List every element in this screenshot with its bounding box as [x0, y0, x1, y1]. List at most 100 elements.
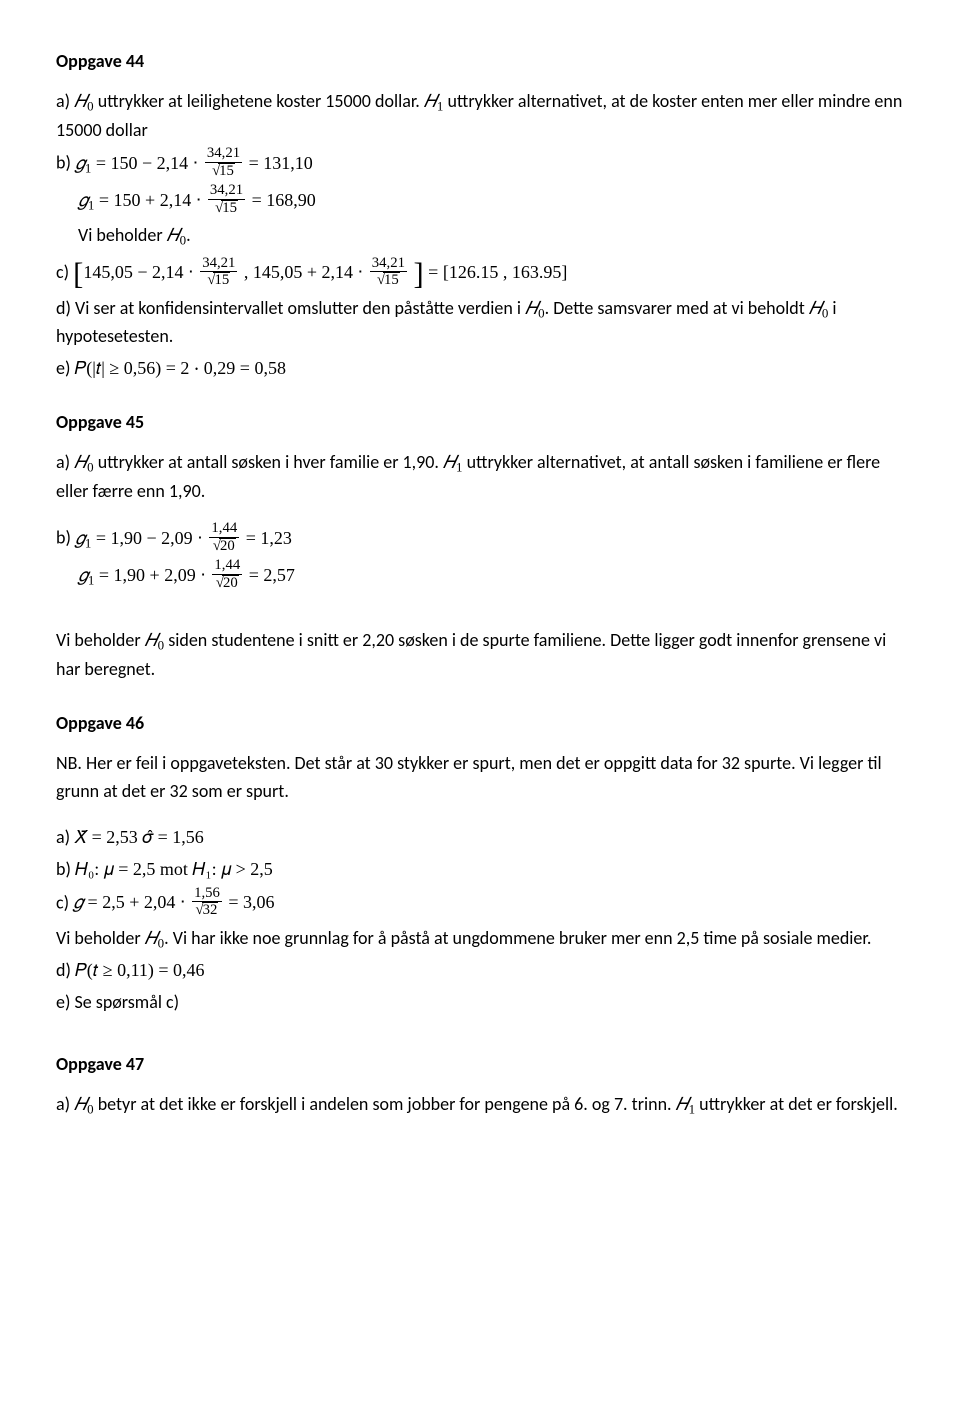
- pre: a): [56, 451, 74, 473]
- opp45-concl: Vi beholder 𝐻0 siden studentene i snitt …: [56, 627, 904, 684]
- opp44-b-line1: b) 𝑔1 = 150 − 2,14 ⋅ 34,21√15 = 131,10: [56, 148, 904, 181]
- h0: 𝐻0: [74, 452, 93, 472]
- frac2: 34,21√15: [370, 256, 407, 289]
- num: 34,21: [200, 256, 237, 272]
- rhs: = 3,06: [224, 892, 275, 912]
- opp44-a: a) 𝐻0 uttrykker at leilighetene koster 1…: [56, 88, 904, 145]
- h0: 𝐻0: [167, 225, 186, 245]
- rhs: = 168,90: [247, 190, 316, 210]
- frac: 1,56√32: [192, 886, 222, 919]
- sym: 𝐻: [145, 630, 158, 650]
- expr: 𝑃(𝑡 ≥ 0,11) = 0,46: [75, 960, 205, 980]
- opp44-e: e) 𝑃(|𝑡| ≥ 0,56) = 2 ⋅ 0,29 = 0,58: [56, 355, 904, 383]
- h0: 𝐻0: [525, 298, 544, 318]
- num: 34,21: [205, 146, 242, 162]
- a: Vi beholder: [56, 629, 145, 651]
- mid1: uttrykker at antall søsken i hver famili…: [94, 451, 443, 473]
- opp44-c: c) [145,05 − 2,14 ⋅ 34,21√15 , 145,05 + …: [56, 255, 904, 290]
- expr: 𝐻₀: 𝜇 = 2,5 mot 𝐻₁: 𝜇 > 2,5: [75, 859, 273, 879]
- pre: d) Vi ser at konfidensintervallet omslut…: [56, 297, 525, 319]
- lhs: = 150 − 2,14 ⋅: [91, 153, 203, 173]
- heading-opp46: Oppgave 46: [56, 710, 904, 738]
- lhs: = 150 + 2,14 ⋅: [94, 190, 206, 210]
- pre: c): [56, 891, 73, 913]
- g: 𝑔: [78, 190, 88, 210]
- sym: 𝐻: [74, 91, 87, 111]
- expr: 𝑋̄ = 2,53 𝜎̂ = 1,56: [74, 827, 204, 847]
- pre: e): [56, 357, 74, 379]
- mid2: uttrykker at det er forskjell.: [695, 1093, 898, 1115]
- opp46-c: c) 𝑔 = 2,5 + 2,04 ⋅ 1,56√32 = 3,06: [56, 888, 904, 921]
- g: 𝑔: [75, 528, 85, 548]
- lhs: = 1,90 − 2,09 ⋅: [91, 528, 207, 548]
- eq: = [126.15 , 163.95]: [424, 262, 568, 282]
- expr: [145,05 − 2,14 ⋅ 34,21√15 , 145,05 + 2,1…: [73, 262, 567, 282]
- opp46-e: e) Se spørsmål c): [56, 989, 904, 1017]
- num: 34,21: [370, 256, 407, 272]
- expr: 𝑔 = 2,5 + 2,04 ⋅ 1,56√32 = 3,06: [73, 892, 274, 912]
- den: 15: [383, 272, 400, 288]
- den: 15: [213, 272, 230, 288]
- opp45-b-line1: b) 𝑔1 = 1,90 − 2,09 ⋅ 1,44√20 = 1,23: [56, 523, 904, 556]
- sym: 𝐻: [74, 1094, 87, 1114]
- expr: 𝑔1 = 150 + 2,14 ⋅ 34,21√15 = 168,90: [78, 190, 316, 210]
- pre: a): [56, 826, 74, 848]
- sym: 𝐻: [443, 452, 456, 472]
- expr: 𝑔1 = 1,90 − 2,09 ⋅ 1,44√20 = 1,23: [75, 528, 292, 548]
- opp44-a-pre: a): [56, 90, 74, 112]
- opp45-a: a) 𝐻0 uttrykker at antall søsken i hver …: [56, 449, 904, 506]
- opp44-d: d) Vi ser at konfidensintervallet omslut…: [56, 295, 904, 352]
- sym: 𝐻: [809, 298, 822, 318]
- txt: Vi beholder: [78, 224, 167, 246]
- h1: 𝐻1: [676, 1094, 695, 1114]
- lhs: = 2,5 + 2,04 ⋅: [83, 892, 190, 912]
- pre: c): [56, 261, 73, 283]
- b: siden studentene i snitt er 2,20 søsken …: [56, 629, 886, 680]
- opp46-a: a) 𝑋̄ = 2,53 𝜎̂ = 1,56: [56, 824, 904, 852]
- h0: 𝐻0: [145, 630, 164, 650]
- pre: a): [56, 1093, 74, 1115]
- num: 1,44: [212, 558, 242, 574]
- opp46-nb: NB. Her er feil i oppgaveteksten. Det st…: [56, 750, 904, 806]
- l1: 145,05 − 2,14 ⋅: [83, 262, 198, 282]
- pre: d): [56, 959, 75, 981]
- mid: . Dette samsvarer med at vi beholdt: [545, 297, 809, 319]
- frac1: 34,21√15: [200, 256, 237, 289]
- num: 1,56: [192, 886, 222, 902]
- pre: b): [56, 527, 75, 549]
- heading-opp47: Oppgave 47: [56, 1051, 904, 1079]
- den: 20: [222, 575, 239, 591]
- num: 1,44: [209, 521, 239, 537]
- expr: 𝑔1 = 1,90 + 2,09 ⋅ 1,44√20 = 2,57: [78, 565, 295, 585]
- heading-opp45: Oppgave 45: [56, 409, 904, 437]
- rhs: = 1,23: [241, 528, 292, 548]
- den: 32: [202, 902, 219, 918]
- expr: 𝑃(|𝑡| ≥ 0,56) = 2 ⋅ 0,29 = 0,58: [74, 358, 285, 378]
- sym: 𝐻: [145, 928, 158, 948]
- frac: 1,44√20: [212, 558, 242, 591]
- opp44-a-h0: 𝐻0: [74, 91, 93, 111]
- h0: 𝐻0: [74, 1094, 93, 1114]
- frac: 1,44√20: [209, 521, 239, 554]
- mid1: betyr at det ikke er forskjell i andelen…: [94, 1093, 676, 1115]
- sym: 𝐻: [525, 298, 538, 318]
- opp45-b-line2: 𝑔1 = 1,90 + 2,09 ⋅ 1,44√20 = 2,57: [78, 560, 904, 593]
- opp46-d: d) 𝑃(𝑡 ≥ 0,11) = 0,46: [56, 957, 904, 985]
- opp46-c-concl: Vi beholder 𝐻0. Vi har ikke noe grunnlag…: [56, 925, 904, 954]
- b: . Vi har ikke noe grunnlag for å påstå a…: [164, 927, 871, 949]
- opp44-a-h1: 𝐻1: [424, 91, 443, 111]
- den: 20: [219, 538, 236, 554]
- sym: 𝐻: [676, 1094, 689, 1114]
- den: 15: [221, 200, 238, 216]
- lhs: = 1,90 + 2,09 ⋅: [94, 565, 210, 585]
- rhs: = 2,57: [244, 565, 295, 585]
- h0b: 𝐻0: [809, 298, 828, 318]
- a: Vi beholder: [56, 927, 145, 949]
- sym: 𝐻: [74, 452, 87, 472]
- h1: 𝐻1: [443, 452, 462, 472]
- opp47-a: a) 𝐻0 betyr at det ikke er forskjell i a…: [56, 1091, 904, 1120]
- sym: 𝐻: [424, 91, 437, 111]
- dot: .: [186, 224, 191, 246]
- rhs: = 131,10: [244, 153, 313, 173]
- opp46-b: b) 𝐻₀: 𝜇 = 2,5 mot 𝐻₁: 𝜇 > 2,5: [56, 856, 904, 884]
